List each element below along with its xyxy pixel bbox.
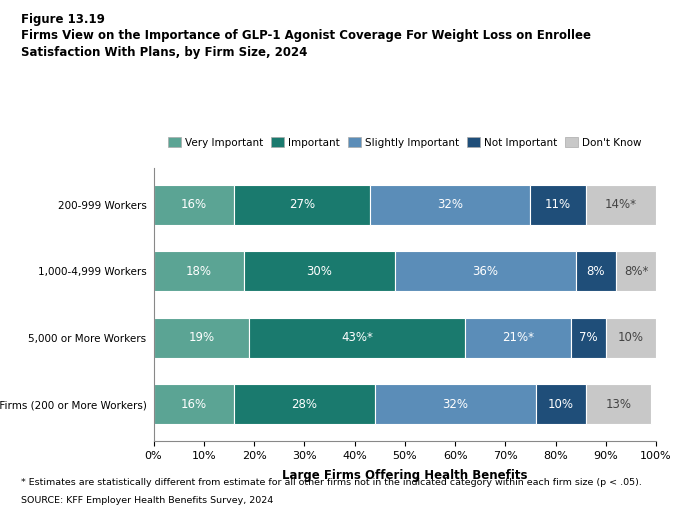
Text: 10%: 10% [618,331,644,344]
Bar [154,318,249,358]
Bar [576,251,616,291]
Text: 19%: 19% [188,331,214,344]
Bar [154,384,234,424]
Text: 7%: 7% [579,331,597,344]
Text: 13%: 13% [605,398,632,411]
Bar [586,384,651,424]
Bar [606,318,656,358]
Bar [154,185,234,225]
Text: 14%*: 14%* [605,198,637,211]
Text: Figure 13.19: Figure 13.19 [21,13,105,26]
Bar [465,318,571,358]
Text: 16%: 16% [181,198,207,211]
Text: SOURCE: KFF Employer Health Benefits Survey, 2024: SOURCE: KFF Employer Health Benefits Sur… [21,496,273,505]
Bar [375,384,535,424]
Bar [249,318,465,358]
Bar [586,185,656,225]
Legend: Very Important, Important, Slightly Important, Not Important, Don't Know: Very Important, Important, Slightly Impo… [164,133,646,152]
Bar [530,185,586,225]
Text: 30%: 30% [306,265,332,278]
Bar [395,251,576,291]
Text: 27%: 27% [289,198,315,211]
Bar [244,251,395,291]
Text: 28%: 28% [291,398,318,411]
Bar [154,251,244,291]
Text: 43%*: 43%* [341,331,373,344]
Text: 36%: 36% [473,265,498,278]
Text: * Estimates are statistically different from estimate for all other firms not in: * Estimates are statistically different … [21,478,642,487]
Text: 11%: 11% [545,198,571,211]
Text: 18%: 18% [186,265,211,278]
Bar [571,318,606,358]
Text: 10%: 10% [548,398,574,411]
Bar [234,384,375,424]
Bar [535,384,586,424]
Text: 8%: 8% [586,265,605,278]
Text: 8%*: 8%* [624,265,648,278]
Text: 32%: 32% [437,198,463,211]
Text: 21%*: 21%* [502,331,534,344]
Text: Firms View on the Importance of GLP-1 Agonist Coverage For Weight Loss on Enroll: Firms View on the Importance of GLP-1 Ag… [21,29,591,59]
Bar [234,185,370,225]
X-axis label: Large Firms Offering Health Benefits: Large Firms Offering Health Benefits [282,469,528,482]
Text: 32%: 32% [442,398,468,411]
Text: 16%: 16% [181,398,207,411]
Bar [370,185,530,225]
Bar [616,251,656,291]
